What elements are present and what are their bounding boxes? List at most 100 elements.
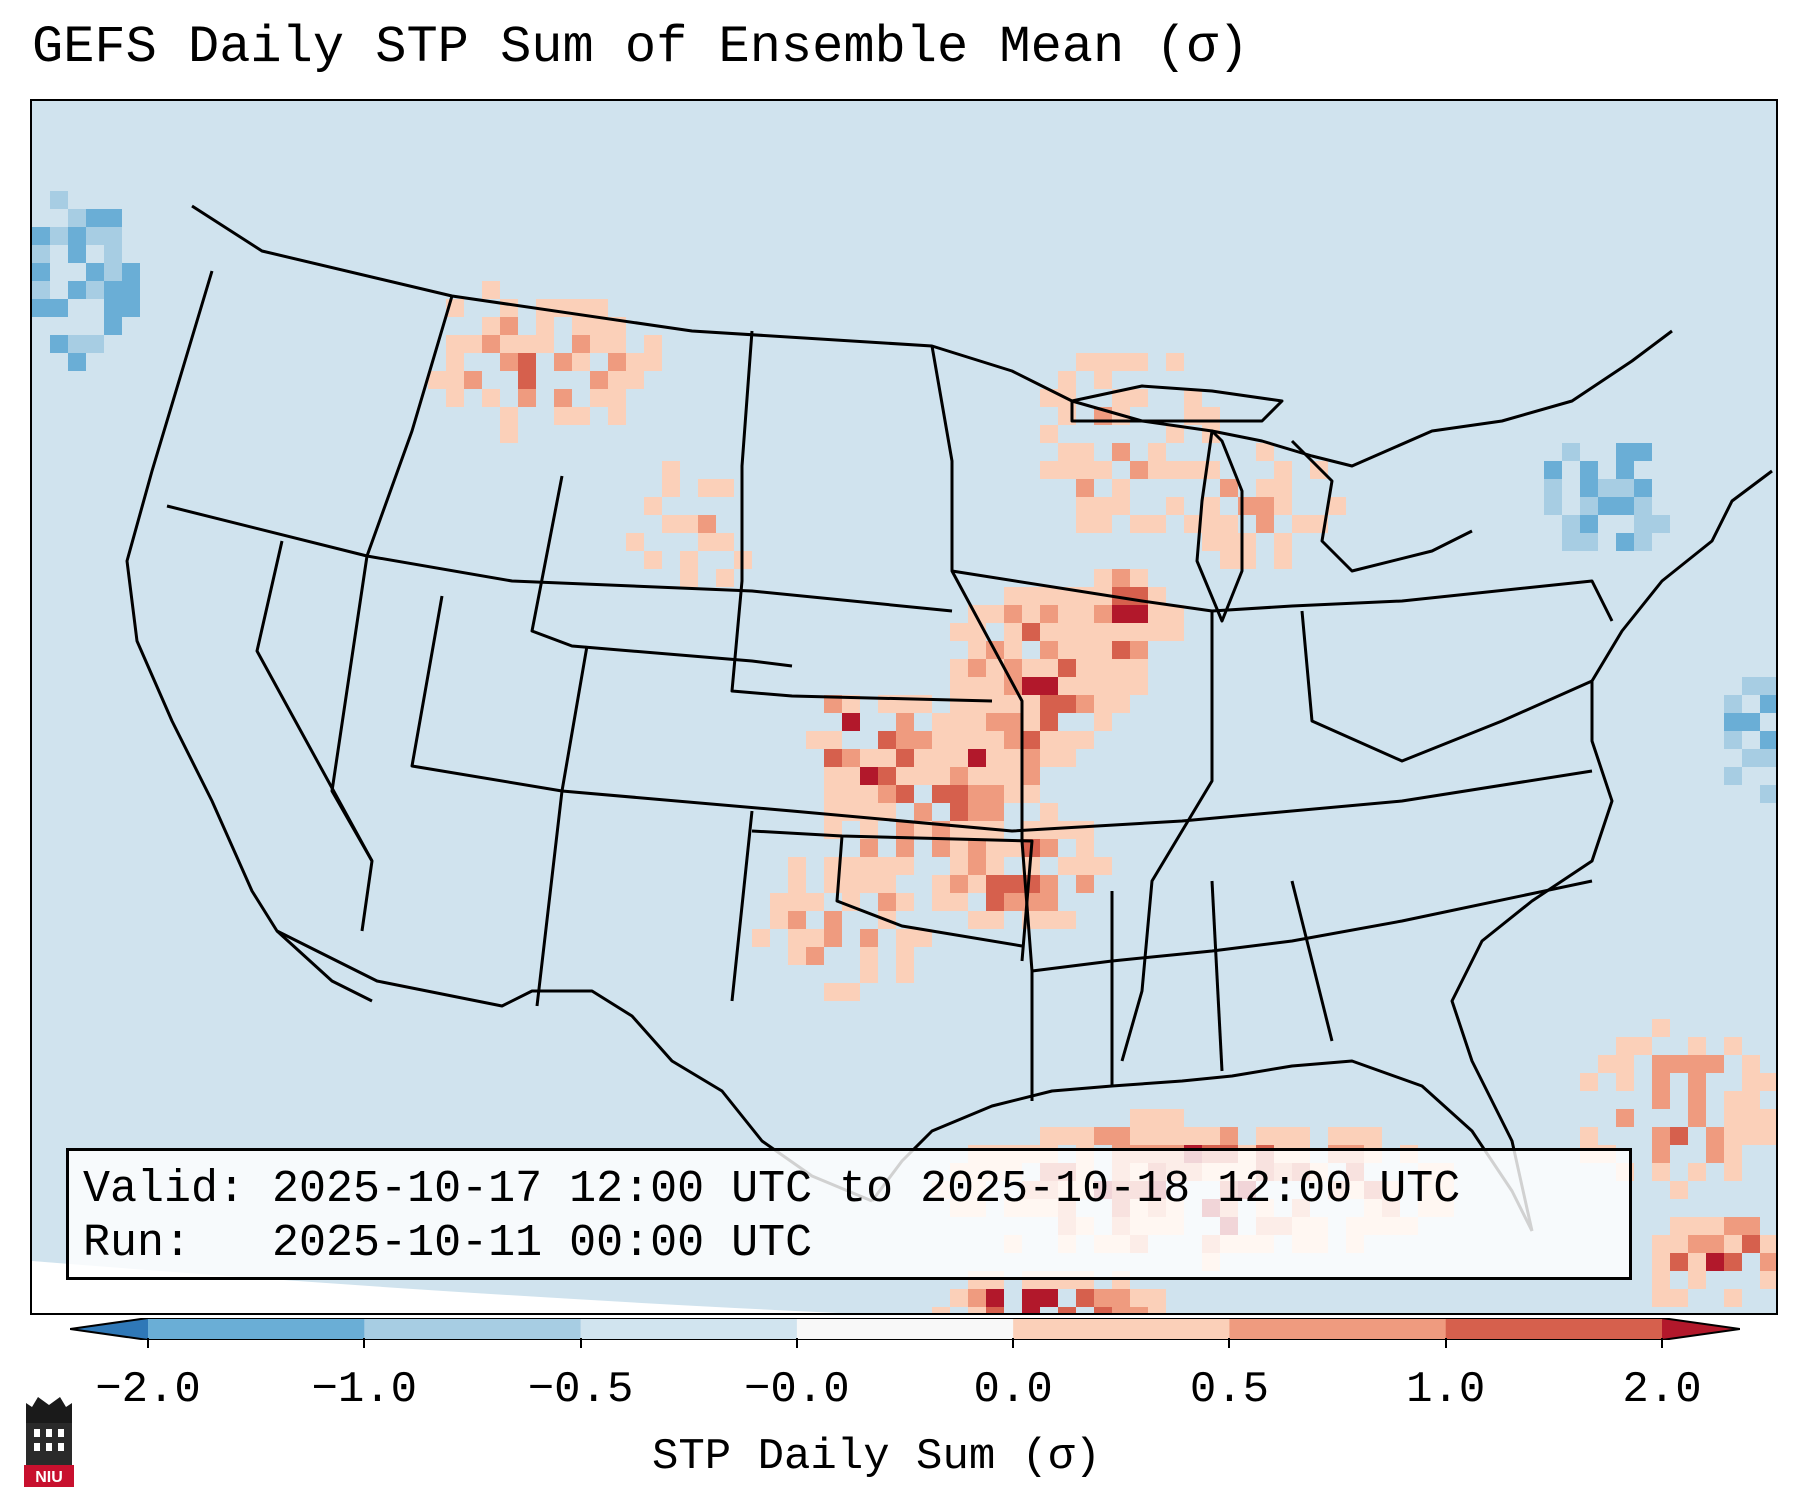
anomaly-cell <box>500 407 518 425</box>
anomaly-cell <box>1760 1271 1776 1289</box>
anomaly-cell <box>1004 695 1022 713</box>
anomaly-cell <box>1670 1235 1688 1253</box>
anomaly-cell <box>662 461 680 479</box>
anomaly-cell <box>1040 389 1058 407</box>
anomaly-cell <box>1202 497 1220 515</box>
anomaly-cell <box>1130 605 1148 623</box>
anomaly-cell <box>680 515 698 533</box>
anomaly-cell <box>104 263 122 281</box>
anomaly-cell <box>932 875 950 893</box>
anomaly-cell <box>1130 1307 1148 1313</box>
anomaly-cell <box>950 749 968 767</box>
anomaly-cell <box>1742 749 1760 767</box>
anomaly-cell <box>1076 695 1094 713</box>
anomaly-cell <box>1094 353 1112 371</box>
anomaly-cell <box>1760 677 1776 695</box>
anomaly-cell <box>1022 1307 1040 1313</box>
anomaly-cell <box>1094 677 1112 695</box>
anomaly-cell <box>986 659 1004 677</box>
anomaly-cell <box>1094 605 1112 623</box>
anomaly-cell <box>1724 1289 1742 1307</box>
anomaly-cell <box>1076 731 1094 749</box>
anomaly-cell <box>968 821 986 839</box>
anomaly-cell <box>968 767 986 785</box>
anomaly-cell <box>1760 785 1776 803</box>
anomaly-cell <box>644 353 662 371</box>
anomaly-cell <box>878 857 896 875</box>
state-line <box>1120 611 1214 1062</box>
anomaly-cell <box>1076 659 1094 677</box>
anomaly-cell <box>842 893 860 911</box>
anomaly-cell <box>770 911 788 929</box>
anomaly-cell <box>1148 1307 1166 1313</box>
anomaly-cell <box>1058 857 1076 875</box>
anomaly-cell <box>1184 1127 1202 1145</box>
anomaly-cell <box>572 299 590 317</box>
anomaly-cell <box>860 767 878 785</box>
anomaly-cell <box>1076 677 1094 695</box>
anomaly-cell <box>86 335 104 353</box>
anomaly-cell <box>1688 1217 1706 1235</box>
anomaly-cell <box>878 731 896 749</box>
anomaly-cell <box>68 353 86 371</box>
anomaly-cell <box>986 767 1004 785</box>
anomaly-cell <box>788 911 806 929</box>
anomaly-cell <box>1058 461 1076 479</box>
anomaly-cell <box>860 965 878 983</box>
anomaly-cell <box>1760 749 1776 767</box>
anomaly-cell <box>1130 659 1148 677</box>
anomaly-cell <box>986 749 1004 767</box>
anomaly-cell <box>1256 515 1274 533</box>
anomaly-cell <box>1058 911 1076 929</box>
anomaly-cell <box>1022 767 1040 785</box>
anomaly-cell <box>1094 1307 1112 1313</box>
anomaly-cell <box>1040 1289 1058 1307</box>
anomaly-cell <box>1670 1289 1688 1307</box>
anomaly-cell <box>500 425 518 443</box>
anomaly-cell <box>1076 1127 1094 1145</box>
anomaly-cell <box>1058 623 1076 641</box>
anomaly-cell <box>860 947 878 965</box>
anomaly-cell <box>1094 1289 1112 1307</box>
anomaly-cell <box>1724 1253 1742 1271</box>
anomaly-cell <box>968 695 986 713</box>
anomaly-cell <box>464 335 482 353</box>
anomaly-cell <box>536 335 554 353</box>
anomaly-cell <box>986 875 1004 893</box>
anomaly-cell <box>1040 803 1058 821</box>
anomaly-cell <box>1112 497 1130 515</box>
colorbar-tick-mark <box>147 1338 149 1348</box>
anomaly-cell <box>1148 461 1166 479</box>
anomaly-cell <box>536 299 554 317</box>
anomaly-cell <box>1202 1127 1220 1145</box>
anomaly-cell <box>1580 1073 1598 1091</box>
map-canvas <box>32 191 1776 1313</box>
colorbar-segment <box>364 1318 582 1340</box>
anomaly-cell <box>1040 749 1058 767</box>
anomaly-cell <box>842 695 860 713</box>
anomaly-cell <box>608 353 626 371</box>
anomaly-cell <box>1598 1055 1616 1073</box>
anomaly-cell <box>1076 443 1094 461</box>
anomaly-cell <box>1130 677 1148 695</box>
anomaly-cell <box>1004 767 1022 785</box>
anomaly-cell <box>1094 641 1112 659</box>
anomaly-cell <box>590 317 608 335</box>
anomaly-cell <box>1076 605 1094 623</box>
anomaly-cell <box>950 713 968 731</box>
anomaly-cell <box>590 389 608 407</box>
anomaly-cell <box>914 767 932 785</box>
gulf-coast <box>870 1059 1534 1232</box>
anomaly-cell <box>1058 677 1076 695</box>
anomaly-cell <box>716 479 734 497</box>
anomaly-cell <box>950 767 968 785</box>
colorbar-tick-label: 2.0 <box>1622 1365 1702 1415</box>
anomaly-cell <box>1274 479 1292 497</box>
anomaly-cell <box>1742 1217 1760 1235</box>
anomaly-cell <box>986 1289 1004 1307</box>
anomaly-cell <box>104 317 122 335</box>
anomaly-cell <box>626 353 644 371</box>
anomaly-cell <box>644 335 662 353</box>
anomaly-cell <box>1670 1217 1688 1235</box>
anomaly-cell <box>1076 461 1094 479</box>
